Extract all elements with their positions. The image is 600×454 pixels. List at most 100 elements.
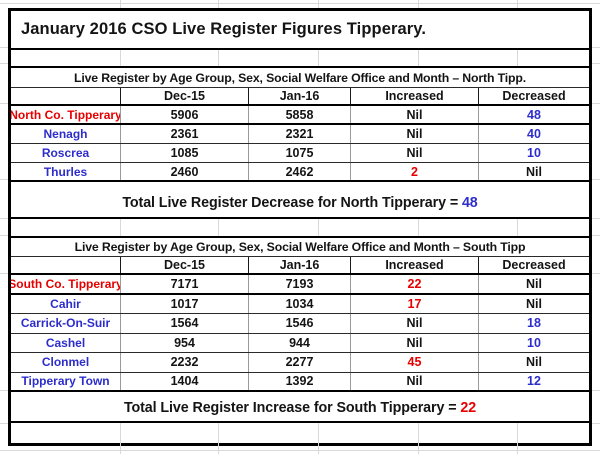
office-label: Roscrea xyxy=(41,146,90,160)
jan16-value: 1075 xyxy=(249,144,351,162)
gridline xyxy=(218,50,219,66)
gridline xyxy=(120,219,121,236)
table-row: Roscrea 1085 1075 Nil 10 xyxy=(11,144,589,163)
gridline xyxy=(218,0,219,8)
office-label: Clonmel xyxy=(41,355,90,370)
gridline xyxy=(592,273,600,274)
increased-value: Nil xyxy=(406,316,423,331)
spacer-row xyxy=(11,50,589,66)
north-section-title: Live Register by Age Group, Sex, Social … xyxy=(73,70,527,85)
gridline xyxy=(592,63,600,64)
gridline xyxy=(517,219,518,236)
dec15-value: 1404 xyxy=(121,372,249,390)
dec15-value: 1564 xyxy=(121,314,249,333)
decreased-value: 40 xyxy=(527,127,541,141)
north-total-label: Total Live Register Decrease for North T… xyxy=(122,195,462,211)
south-section-header: Live Register by Age Group, Sex, Social … xyxy=(11,236,589,257)
gridline xyxy=(318,446,319,454)
decreased-value: Nil xyxy=(526,355,542,370)
jan16-value: 1034 xyxy=(249,294,351,313)
south-total-label: Total Live Register Increase for South T… xyxy=(123,400,461,416)
gridline xyxy=(318,219,319,236)
north-total-row: Total Live Register Decrease for North T… xyxy=(11,182,589,219)
col-header-jan16: Jan-16 xyxy=(249,257,351,273)
col-header-increased: Increased xyxy=(351,257,479,273)
table-row: Nenagh 2361 2321 Nil 40 xyxy=(11,125,589,144)
increased-value: 22 xyxy=(407,276,422,291)
gridline xyxy=(218,423,219,446)
dec15-value: 2460 xyxy=(121,163,249,180)
col-header-dec15: Dec-15 xyxy=(121,257,249,273)
gridline xyxy=(0,423,8,424)
gridline xyxy=(517,423,518,446)
increased-value: Nil xyxy=(406,127,423,141)
jan16-value: 7193 xyxy=(249,275,351,293)
increased-value: Nil xyxy=(406,146,423,160)
office-label: South Co. Tipperary xyxy=(11,276,121,291)
gridline xyxy=(418,219,419,236)
office-label: Tipperary Town xyxy=(21,374,110,389)
col-header-jan16: Jan-16 xyxy=(249,88,351,104)
gridline xyxy=(0,63,8,64)
gridline xyxy=(0,235,8,236)
office-label: Thurles xyxy=(43,164,88,179)
decreased-value: 10 xyxy=(527,335,541,350)
south-total-row: Total Live Register Increase for South T… xyxy=(11,392,589,423)
gridline xyxy=(218,446,219,454)
north-total-value: 48 xyxy=(461,195,478,211)
dec15-value: 2232 xyxy=(121,353,249,372)
gridline xyxy=(418,50,419,66)
gridline xyxy=(592,390,600,391)
gridline xyxy=(418,0,419,8)
gridline xyxy=(120,50,121,66)
page-title: January 2016 CSO Live Register Figures T… xyxy=(21,20,427,38)
south-column-headers: Dec-15 Jan-16 Increased Decreased xyxy=(11,257,589,275)
gridline xyxy=(0,179,8,180)
gridline xyxy=(218,219,219,236)
spacer-row xyxy=(11,423,589,446)
south-total-value: 22 xyxy=(460,400,477,416)
jan16-value: 1392 xyxy=(249,372,351,390)
office-label: Cashel xyxy=(45,335,86,350)
gridline xyxy=(592,47,600,48)
gridline xyxy=(120,423,121,446)
gridline xyxy=(318,50,319,66)
gridline xyxy=(592,179,600,180)
decreased-value: 18 xyxy=(527,316,541,331)
decreased-value: Nil xyxy=(526,276,542,291)
table-row: Tipperary Town 1404 1392 Nil 12 xyxy=(11,372,589,392)
table-row: Thurles 2460 2462 2 Nil xyxy=(11,163,589,182)
jan16-value: 1546 xyxy=(249,314,351,333)
gridline xyxy=(517,50,518,66)
decreased-value: Nil xyxy=(526,296,542,311)
table-row: South Co. Tipperary 7171 7193 22 Nil xyxy=(11,275,589,295)
print-area-frame: January 2016 CSO Live Register Figures T… xyxy=(8,8,592,446)
gridline xyxy=(592,235,600,236)
increased-value: 17 xyxy=(407,296,422,311)
gridline xyxy=(0,47,8,48)
increased-value: 45 xyxy=(407,355,422,370)
gridline xyxy=(592,103,600,104)
increased-value: Nil xyxy=(406,374,423,389)
dec15-value: 7171 xyxy=(121,275,249,293)
dec15-value: 1085 xyxy=(121,144,249,162)
office-label: North Co. Tipperary xyxy=(11,107,121,122)
col-header-dec15: Dec-15 xyxy=(121,88,249,104)
jan16-value: 2321 xyxy=(249,125,351,143)
north-section-header: Live Register by Age Group, Sex, Social … xyxy=(11,66,589,88)
gridline xyxy=(318,423,319,446)
gridline xyxy=(517,0,518,8)
table-row: Cashel 954 944 Nil 10 xyxy=(11,333,589,353)
table-row: Carrick-On-Suir 1564 1546 Nil 18 xyxy=(11,314,589,334)
gridline xyxy=(592,218,600,219)
dec15-value: 5906 xyxy=(121,106,249,123)
spacer-row xyxy=(11,219,589,236)
dec15-value: 954 xyxy=(121,333,249,352)
gridline xyxy=(0,273,8,274)
title-box: January 2016 CSO Live Register Figures T… xyxy=(11,11,589,50)
increased-value: Nil xyxy=(406,335,423,350)
dec15-value: 2361 xyxy=(121,125,249,143)
col-header-decreased: Decreased xyxy=(502,89,566,103)
gridline xyxy=(120,446,121,454)
increased-value: 2 xyxy=(411,164,418,179)
